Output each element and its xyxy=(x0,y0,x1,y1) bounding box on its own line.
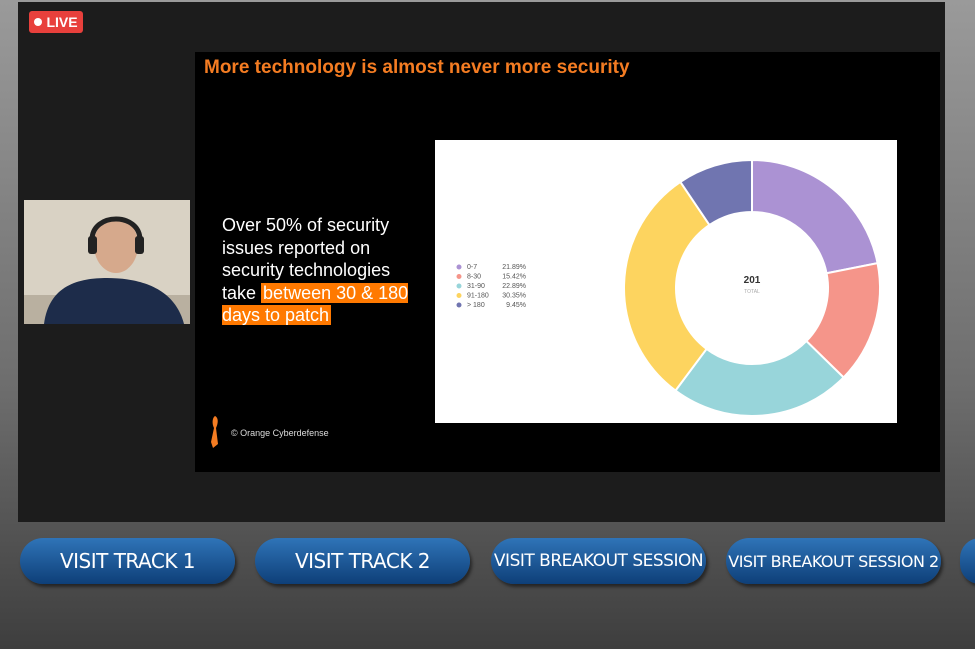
button-edge[interactable] xyxy=(960,538,975,584)
slide-title: More technology is almost never more sec… xyxy=(204,57,630,78)
legend-swatch xyxy=(456,264,462,270)
slide-text: Over 50% of security issues reported on … xyxy=(222,214,422,327)
legend-value: 21.89% xyxy=(502,264,526,271)
legend-label: 91-180 xyxy=(467,292,489,299)
legend-label: > 180 xyxy=(467,302,485,309)
button[interactable]: VISIT TRACK 2 xyxy=(255,538,470,584)
logo xyxy=(211,416,218,448)
speaker xyxy=(24,216,190,324)
legend-label: 31-90 xyxy=(467,283,485,290)
legend-label: 0-7 xyxy=(467,264,477,271)
donut-segment xyxy=(751,158,879,275)
donut-segment xyxy=(678,158,753,227)
legend-swatch xyxy=(456,274,462,279)
total-label: TOTAL xyxy=(744,289,760,295)
live-badge: LIVE xyxy=(29,11,83,33)
legend-value: 9.45% xyxy=(506,302,526,309)
legend-swatch xyxy=(456,302,462,308)
total-value: 201 xyxy=(744,275,761,286)
webcam xyxy=(24,200,190,324)
live-text: LIVE xyxy=(46,14,78,30)
button[interactable]: VISIT BREAKOUT SESSION 2 xyxy=(726,538,941,584)
chart-panel: 201 TOTAL 0-7 21.89% 8-30 15.42% 31-90 22.89% 91… xyxy=(435,140,897,423)
donut-segment xyxy=(623,180,711,393)
button[interactable]: VISIT TRACK 1 xyxy=(20,538,235,584)
text: Over 50% of security issues reported on … xyxy=(222,215,391,303)
legend-label: 8-30 xyxy=(467,273,481,280)
legend: 0-7 21.89% 8-30 15.42% 31-90 22.89% 91-180 30.3… xyxy=(456,264,526,309)
donut-chart: 201 TOTAL 0-7 21.89% 8-30 15.42% 31-90 22.89% 91… xyxy=(456,158,881,417)
button[interactable]: VISIT BREAKOUT SESSION xyxy=(491,538,706,584)
legend-swatch xyxy=(456,283,462,289)
legend-value: 15.42% xyxy=(502,273,526,280)
legend-swatch xyxy=(456,293,462,298)
legend-value: 22.89% xyxy=(502,283,526,290)
slide-footer: © Orange Cyberdefense xyxy=(231,428,329,438)
legend-value: 30.35% xyxy=(502,292,526,299)
